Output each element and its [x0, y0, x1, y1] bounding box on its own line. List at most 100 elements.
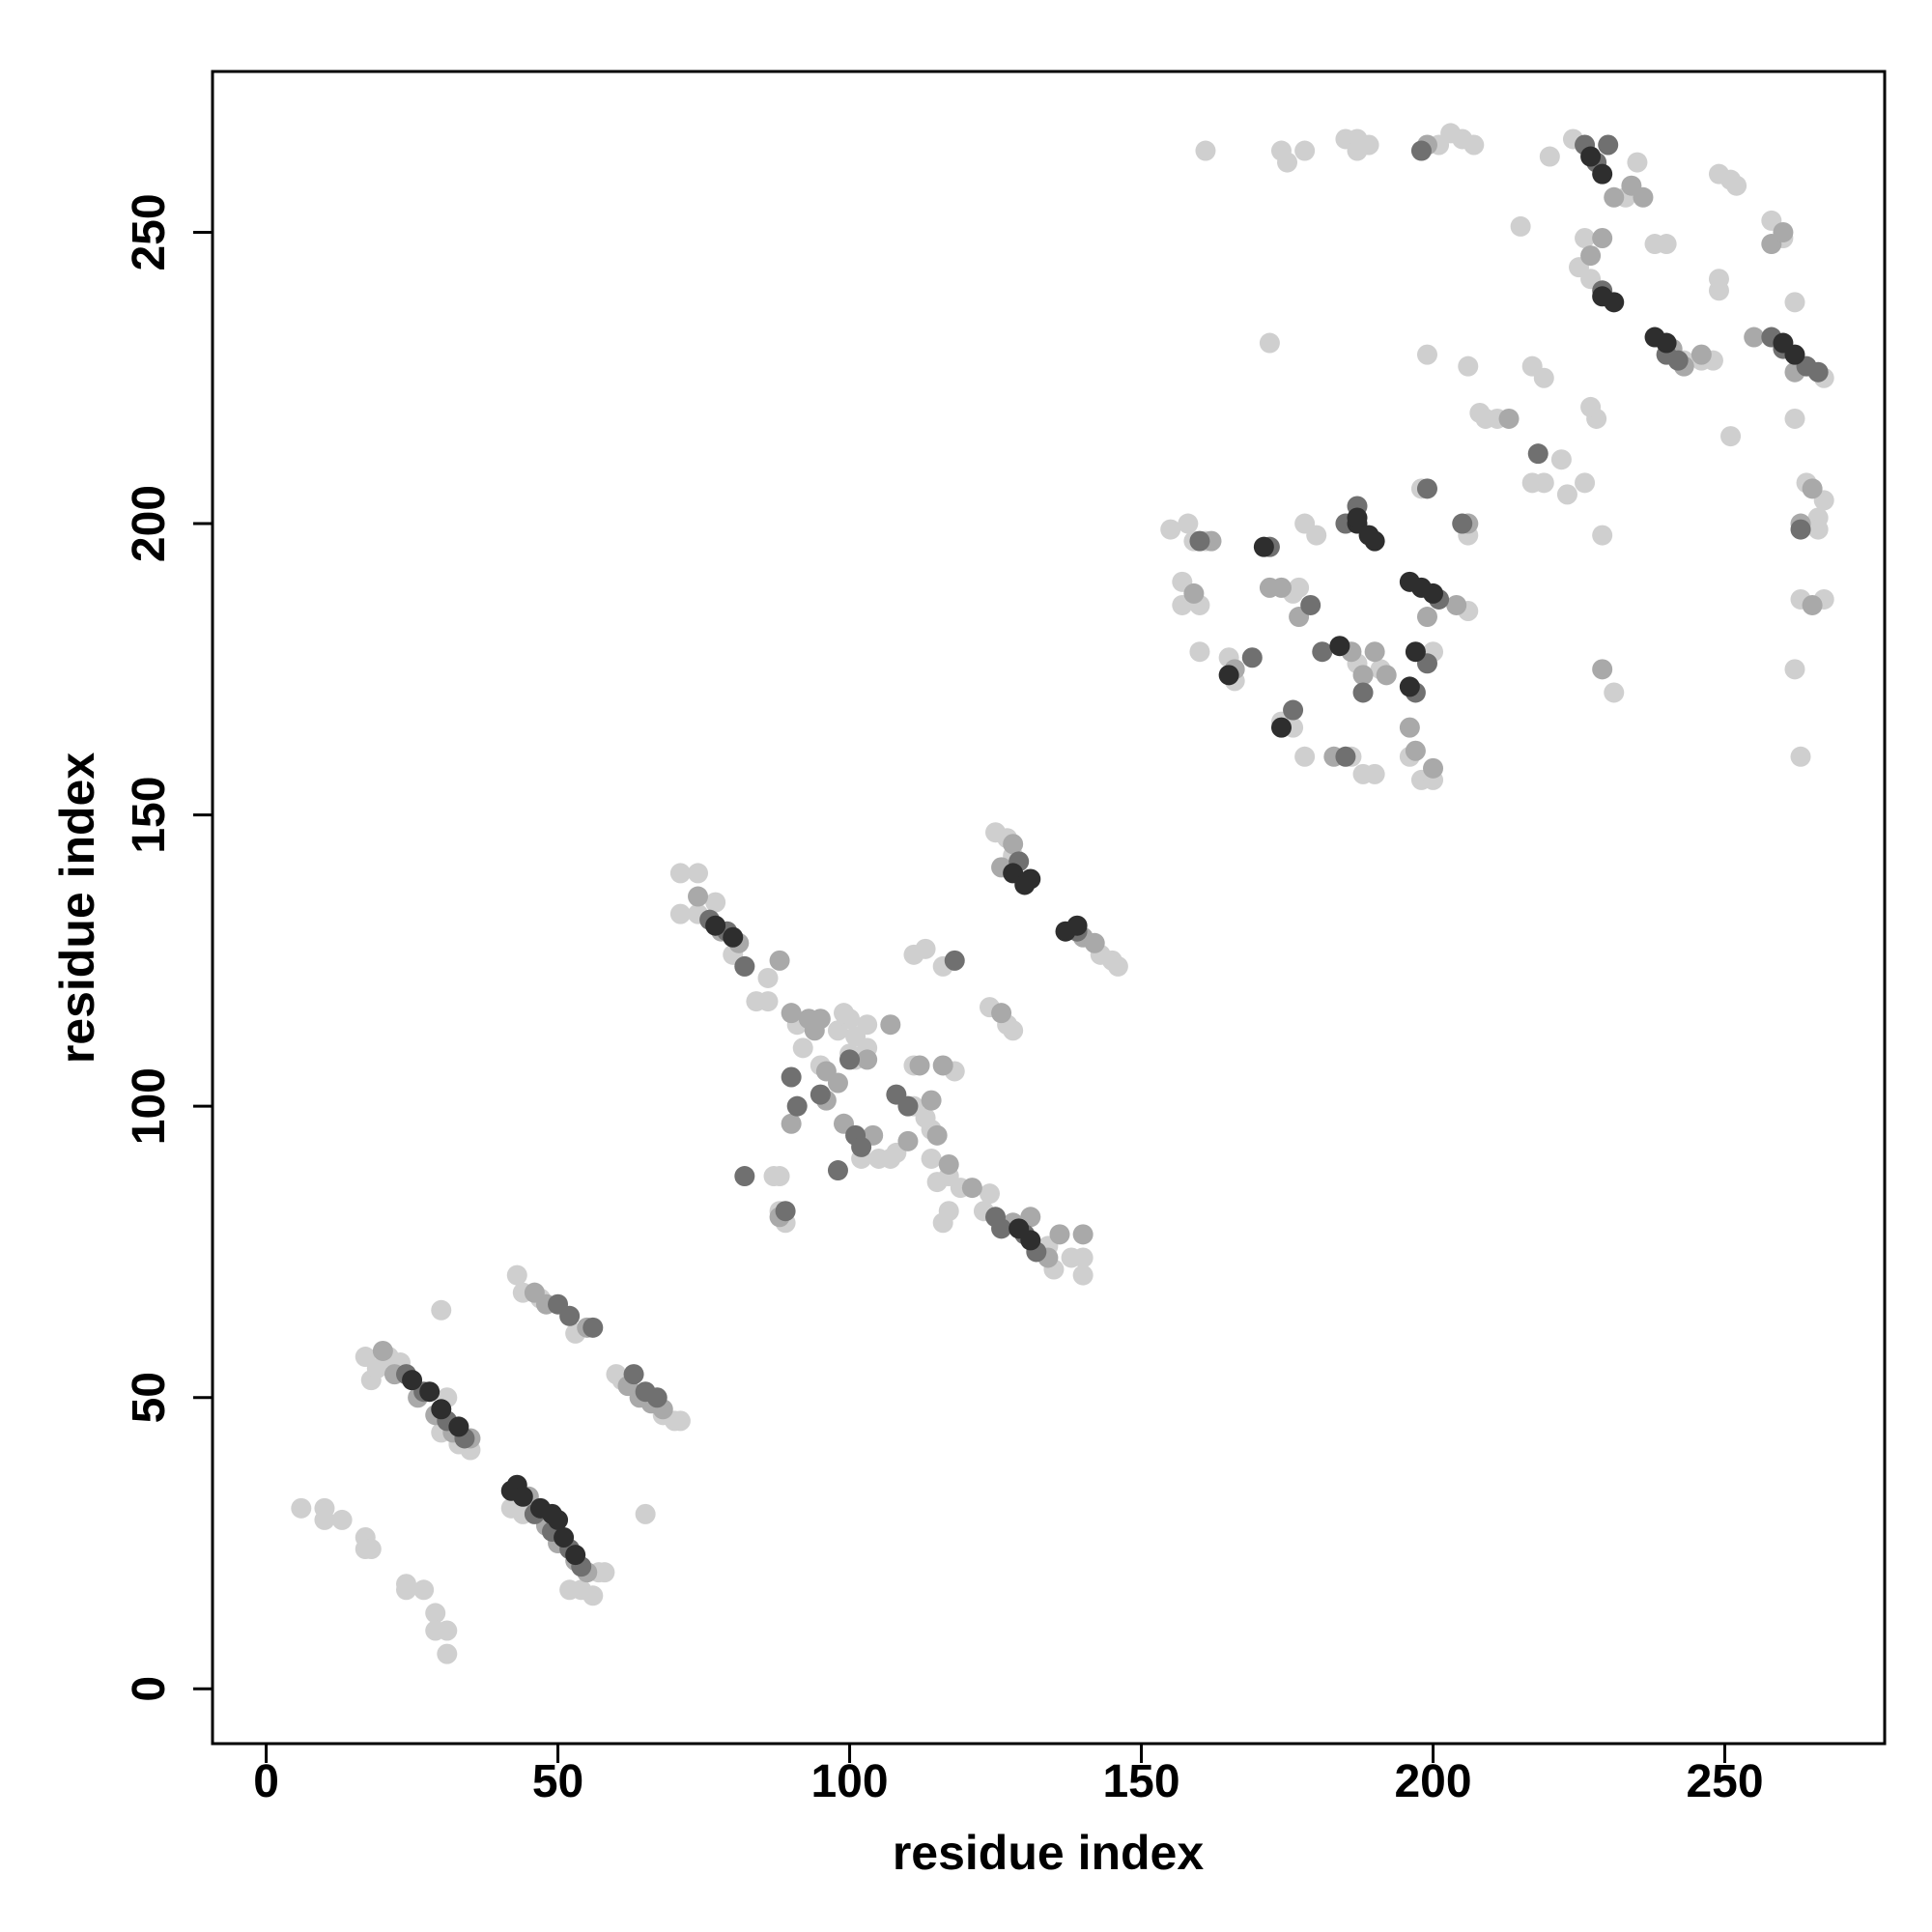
- point: [688, 886, 709, 907]
- point: [413, 1579, 435, 1601]
- point: [1306, 525, 1327, 546]
- point: [880, 1014, 901, 1036]
- point: [781, 1003, 802, 1024]
- y-tick-label: 150: [124, 777, 175, 854]
- point: [1423, 582, 1444, 604]
- point: [938, 1153, 959, 1175]
- point: [769, 950, 790, 971]
- point: [1708, 269, 1729, 290]
- point: [594, 1562, 615, 1583]
- point: [559, 1305, 581, 1326]
- point: [857, 1014, 878, 1036]
- point: [360, 1539, 382, 1560]
- point: [1498, 408, 1520, 429]
- point: [1294, 746, 1316, 767]
- point: [810, 1084, 831, 1105]
- point: [1358, 134, 1379, 156]
- point: [1241, 647, 1263, 668]
- point: [1592, 659, 1613, 680]
- point: [991, 1003, 1012, 1024]
- point: [897, 1130, 919, 1151]
- point: [1405, 641, 1426, 663]
- point: [734, 955, 755, 977]
- point: [1598, 134, 1619, 156]
- point: [786, 1095, 808, 1117]
- point: [669, 1410, 691, 1432]
- point: [979, 1183, 1000, 1205]
- point: [734, 1166, 755, 1187]
- point: [1580, 396, 1602, 417]
- y-tick-label: 0: [124, 1676, 175, 1702]
- point: [1364, 641, 1385, 663]
- point: [402, 1370, 423, 1391]
- point: [921, 1090, 942, 1111]
- point: [1399, 717, 1420, 738]
- y-tick-label: 100: [124, 1067, 175, 1145]
- x-tick-label: 50: [532, 1756, 583, 1807]
- point: [1003, 834, 1024, 855]
- point: [1533, 367, 1554, 388]
- point: [1452, 513, 1473, 534]
- point: [1784, 344, 1805, 365]
- point: [775, 1201, 796, 1222]
- point: [1539, 146, 1560, 167]
- point: [1049, 1224, 1070, 1245]
- point: [897, 1095, 919, 1117]
- y-axis-title: residue index: [50, 753, 104, 1065]
- point: [1773, 221, 1794, 242]
- point: [291, 1497, 312, 1519]
- point: [1178, 513, 1199, 534]
- point: [834, 1003, 855, 1024]
- point: [1533, 472, 1554, 494]
- point: [437, 1620, 458, 1641]
- point: [554, 1526, 575, 1548]
- plot-frame: [211, 70, 1887, 1746]
- y-tick-label: 50: [124, 1372, 175, 1423]
- point: [1592, 227, 1613, 248]
- point: [1312, 641, 1333, 663]
- point: [1423, 757, 1444, 779]
- point: [1020, 868, 1041, 890]
- point: [1364, 763, 1385, 784]
- point: [1575, 227, 1596, 248]
- point: [646, 1387, 668, 1408]
- point: [1410, 140, 1432, 161]
- point: [723, 926, 744, 948]
- point: [991, 1218, 1012, 1239]
- point: [372, 1340, 393, 1361]
- point: [314, 1509, 335, 1530]
- point: [425, 1603, 446, 1624]
- point: [1416, 478, 1437, 499]
- point: [1744, 327, 1765, 348]
- point: [1300, 594, 1321, 615]
- point: [1633, 186, 1654, 208]
- point: [1253, 536, 1274, 557]
- point: [1003, 1020, 1024, 1041]
- point: [1556, 484, 1577, 505]
- point: [1550, 449, 1572, 470]
- point: [419, 1381, 440, 1403]
- point: [705, 915, 726, 936]
- point: [1627, 152, 1648, 173]
- point: [1790, 519, 1811, 540]
- point: [938, 1201, 959, 1222]
- point: [1195, 140, 1216, 161]
- point: [1352, 682, 1374, 703]
- point: [1802, 594, 1823, 615]
- point: [827, 1160, 848, 1181]
- point: [431, 1299, 452, 1321]
- point: [781, 1113, 802, 1134]
- point: [1580, 146, 1602, 167]
- x-axis-title: residue index: [893, 1826, 1205, 1880]
- point: [1352, 665, 1374, 686]
- point: [1527, 443, 1548, 465]
- point: [1656, 234, 1677, 255]
- point: [851, 1136, 872, 1157]
- point: [1690, 344, 1712, 365]
- point: [1784, 659, 1805, 680]
- point: [1084, 932, 1105, 953]
- point: [1592, 286, 1613, 307]
- point: [448, 1416, 469, 1437]
- point: [1347, 507, 1368, 528]
